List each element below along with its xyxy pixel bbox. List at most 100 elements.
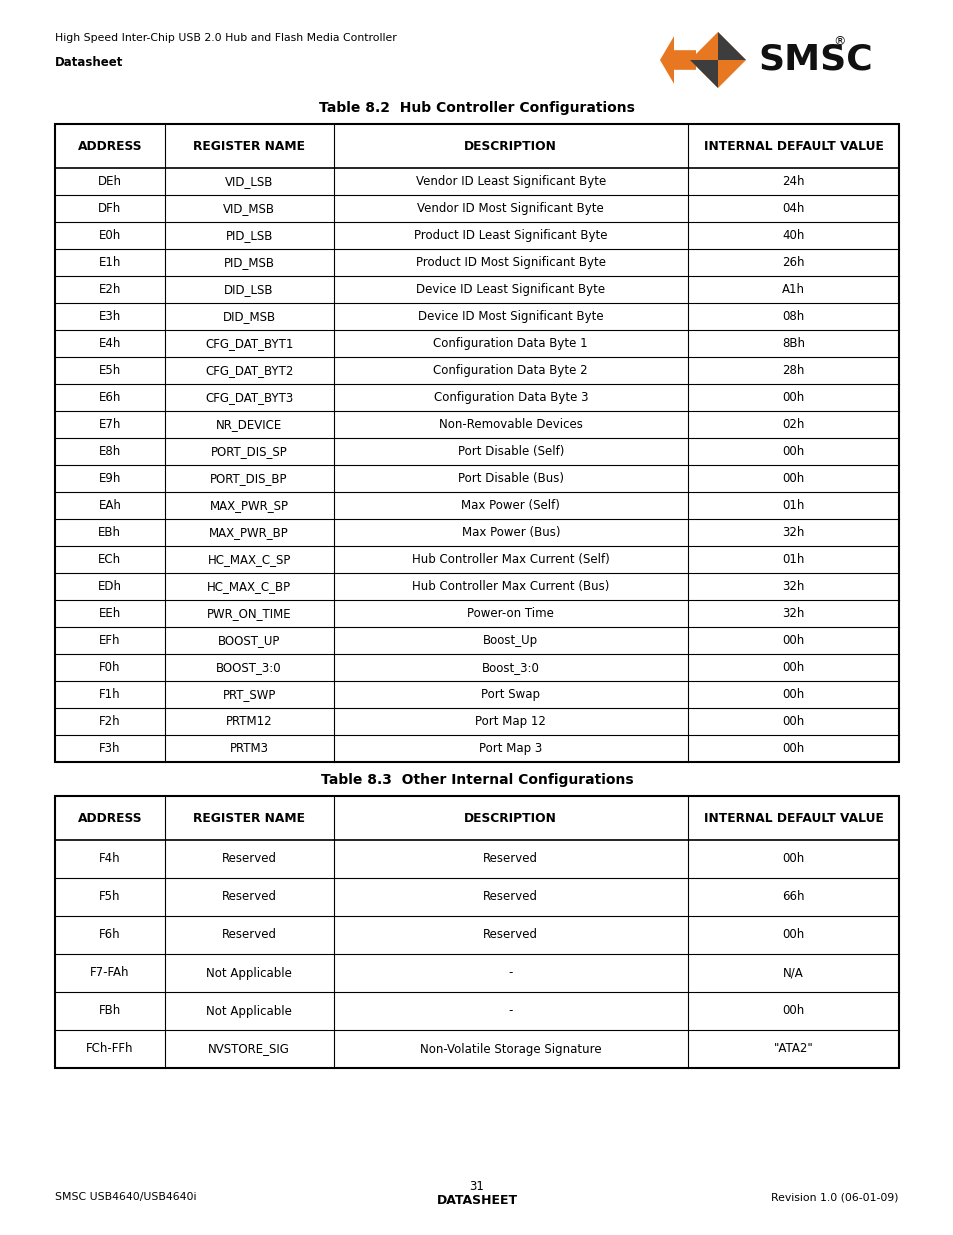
Text: 32h: 32h [781,580,803,593]
Text: EEh: EEh [98,606,121,620]
Text: ADDRESS: ADDRESS [77,140,142,152]
Text: 66h: 66h [781,890,804,904]
Text: 26h: 26h [781,256,804,269]
Text: F2h: F2h [99,715,120,727]
Text: F4h: F4h [99,852,120,866]
Text: FBh: FBh [98,1004,121,1018]
Text: ECh: ECh [98,553,121,566]
Text: 32h: 32h [781,606,803,620]
Text: DEh: DEh [98,175,122,188]
Text: PID_MSB: PID_MSB [223,256,274,269]
Text: EBh: EBh [98,526,121,538]
Text: Configuration Data Byte 1: Configuration Data Byte 1 [433,337,587,350]
Text: ®: ® [832,36,844,48]
Text: E4h: E4h [98,337,121,350]
Text: DID_LSB: DID_LSB [224,283,274,296]
Text: INTERNAL DEFAULT VALUE: INTERNAL DEFAULT VALUE [702,140,882,152]
Text: Vendor ID Least Significant Byte: Vendor ID Least Significant Byte [416,175,605,188]
Text: 8Bh: 8Bh [781,337,804,350]
Text: SMSC: SMSC [758,43,872,77]
Text: F0h: F0h [99,661,120,674]
Polygon shape [689,32,745,88]
Text: Reserved: Reserved [483,890,537,904]
Text: DESCRIPTION: DESCRIPTION [464,140,557,152]
Bar [55,124,898,762]
Text: NVSTORE_SIG: NVSTORE_SIG [208,1042,290,1056]
Text: Product ID Most Significant Byte: Product ID Most Significant Byte [416,256,605,269]
Text: F1h: F1h [99,688,120,701]
Text: HC_MAX_C_BP: HC_MAX_C_BP [207,580,291,593]
Text: Power-on Time: Power-on Time [467,606,554,620]
Text: 08h: 08h [781,310,803,324]
Text: 00h: 00h [781,472,803,485]
Text: Table 8.2  Hub Controller Configurations: Table 8.2 Hub Controller Configurations [318,101,635,115]
Text: F7-FAh: F7-FAh [90,967,130,979]
Text: 00h: 00h [781,391,803,404]
Text: PORT_DIS_BP: PORT_DIS_BP [211,472,288,485]
Text: Hub Controller Max Current (Bus): Hub Controller Max Current (Bus) [412,580,609,593]
Text: 28h: 28h [781,364,803,377]
Text: VID_MSB: VID_MSB [223,203,274,215]
Text: ADDRESS: ADDRESS [77,811,142,825]
Text: DESCRIPTION: DESCRIPTION [464,811,557,825]
Text: FCh-FFh: FCh-FFh [86,1042,133,1056]
Text: 01h: 01h [781,553,803,566]
Text: Reserved: Reserved [221,852,276,866]
Text: Boost_Up: Boost_Up [482,634,537,647]
Text: F6h: F6h [99,929,120,941]
Text: 00h: 00h [781,742,803,755]
Text: CFG_DAT_BYT2: CFG_DAT_BYT2 [205,364,293,377]
Text: 00h: 00h [781,852,803,866]
Text: E7h: E7h [98,417,121,431]
Text: E3h: E3h [98,310,121,324]
Text: Hub Controller Max Current (Self): Hub Controller Max Current (Self) [412,553,609,566]
Text: 00h: 00h [781,634,803,647]
Polygon shape [718,32,745,61]
Text: E5h: E5h [98,364,121,377]
Text: Reserved: Reserved [483,929,537,941]
Text: REGISTER NAME: REGISTER NAME [193,811,305,825]
Text: 00h: 00h [781,688,803,701]
Text: F5h: F5h [99,890,120,904]
Text: Boost_3:0: Boost_3:0 [481,661,539,674]
Text: E8h: E8h [98,445,121,458]
Text: BOOST_UP: BOOST_UP [217,634,280,647]
Text: Product ID Least Significant Byte: Product ID Least Significant Byte [414,228,607,242]
Text: Max Power (Bus): Max Power (Bus) [461,526,559,538]
Text: CFG_DAT_BYT3: CFG_DAT_BYT3 [205,391,293,404]
Text: MAX_PWR_BP: MAX_PWR_BP [209,526,289,538]
Text: Non-Removable Devices: Non-Removable Devices [438,417,582,431]
Text: High Speed Inter-Chip USB 2.0 Hub and Flash Media Controller: High Speed Inter-Chip USB 2.0 Hub and Fl… [55,33,396,43]
Text: INTERNAL DEFAULT VALUE: INTERNAL DEFAULT VALUE [702,811,882,825]
Text: 40h: 40h [781,228,803,242]
Text: Port Disable (Self): Port Disable (Self) [457,445,563,458]
Text: Max Power (Self): Max Power (Self) [461,499,559,513]
Text: Reserved: Reserved [221,890,276,904]
Text: BOOST_3:0: BOOST_3:0 [216,661,282,674]
Text: 00h: 00h [781,929,803,941]
Text: 00h: 00h [781,715,803,727]
Text: E0h: E0h [98,228,121,242]
Text: Reserved: Reserved [221,929,276,941]
Text: Not Applicable: Not Applicable [206,967,292,979]
Text: EDh: EDh [98,580,122,593]
Text: Not Applicable: Not Applicable [206,1004,292,1018]
Text: -: - [508,967,513,979]
Text: PRT_SWP: PRT_SWP [222,688,275,701]
Text: E6h: E6h [98,391,121,404]
Bar [55,797,898,1068]
Text: 00h: 00h [781,661,803,674]
Text: 00h: 00h [781,1004,803,1018]
Text: MAX_PWR_SP: MAX_PWR_SP [210,499,289,513]
Text: PRTM3: PRTM3 [230,742,269,755]
Text: EFh: EFh [99,634,120,647]
Text: Port Disable (Bus): Port Disable (Bus) [457,472,563,485]
Text: PID_LSB: PID_LSB [225,228,273,242]
Text: E9h: E9h [98,472,121,485]
Text: CFG_DAT_BYT1: CFG_DAT_BYT1 [205,337,293,350]
Text: Device ID Most Significant Byte: Device ID Most Significant Byte [417,310,603,324]
Text: DID_MSB: DID_MSB [222,310,275,324]
Text: PRTM12: PRTM12 [226,715,273,727]
Text: Non-Volatile Storage Signature: Non-Volatile Storage Signature [419,1042,601,1056]
Text: DATASHEET: DATASHEET [436,1194,517,1208]
